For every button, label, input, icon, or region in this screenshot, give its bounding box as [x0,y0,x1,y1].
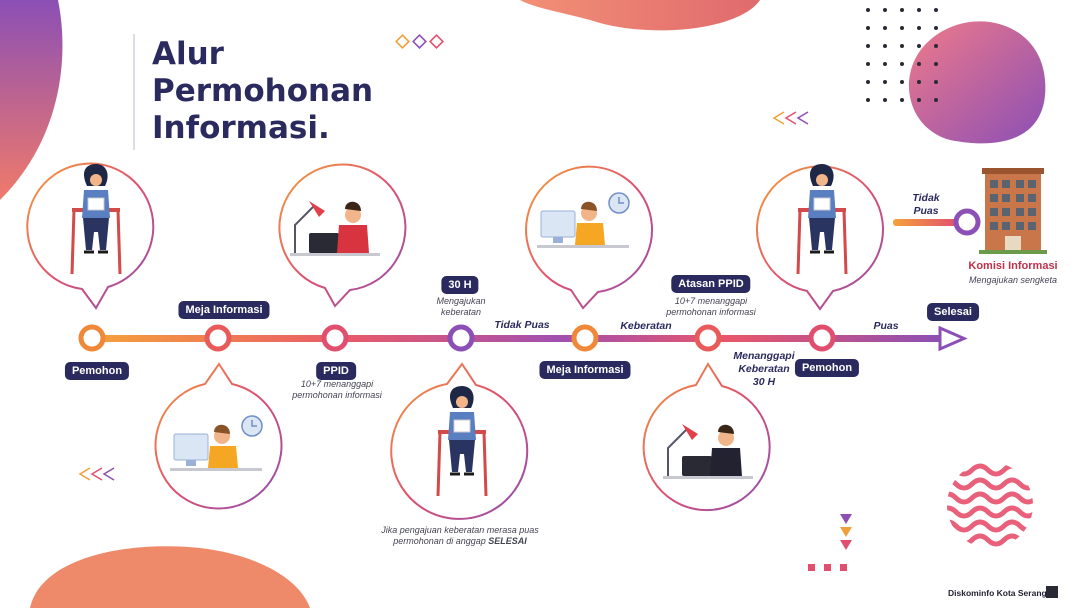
node-pemohon-start: Pemohon [64,362,130,380]
timeline-arrow-icon [938,325,968,352]
node-pemohon-end: Pemohon [794,359,860,377]
person-desk-lamp-icon-1 [290,201,380,256]
branch-line [893,219,958,226]
person-computer-icon-1 [537,192,630,248]
edge-label-keberatan: Keberatan [620,320,672,332]
note-ppid: 10+7 menanggapi permohonan informasi [292,379,382,400]
branch-node [953,208,981,236]
edge-label-menanggapi: Menanggapi Keberatan 30 H [733,350,795,388]
note-30h: Mengajukan keberatan [436,296,486,317]
wave-circle [947,463,1033,547]
edge-label-puas: Puas [873,320,899,332]
person-sitting-icon-2 [796,164,848,275]
title-divider [133,34,135,150]
komisi-title: Komisi Informasi [968,260,1058,272]
title-line: Alur [152,36,224,72]
square-dots [808,564,847,571]
chevron-decoration-top [772,111,809,125]
building-icon [979,168,1047,254]
person-desk-lamp-icon-2 [663,424,753,479]
node-30h: 30 H [441,276,479,294]
chevron-decoration-left [78,467,115,481]
note-atasan-ppid: 10+7 menanggapi permohonan informasi [666,296,756,317]
page-title: Alur Permohonan Informasi. [152,36,412,147]
edge-label-tidak-puas-branch: Tidak Puas [912,192,940,217]
bottom-blob [30,546,310,608]
right-blob [908,21,1046,144]
note-bottom: Jika pengajuan keberatan merasa puas per… [381,525,539,546]
node-atasan-ppid: Atasan PPID [671,275,751,293]
komisi-subtitle: Mengajukan sengketa [968,275,1058,285]
footer-square [1046,586,1058,598]
edge-label-tidak-puas: Tidak Puas [494,319,550,331]
triangle-decoration [840,514,852,550]
dot-grid [866,8,938,102]
timeline-nodes [78,324,836,352]
footer-text: Diskominfo Kota Serang [948,588,1047,598]
person-computer-icon-2 [170,415,263,471]
diamond-decoration [395,34,444,49]
node-ppid: PPID [316,362,356,380]
node-selesai: Selesai [927,303,979,321]
left-blob [0,0,63,200]
person-sitting-icon-1 [70,164,122,275]
person-sitting-icon-3 [436,386,488,497]
timeline-line [92,335,942,342]
node-meja-informasi-1: Meja Informasi [178,301,270,319]
title-line: Permohonan [152,73,374,109]
top-blob [520,0,760,31]
title-line: Informasi. [152,110,330,146]
node-meja-informasi-2: Meja Informasi [539,361,631,379]
